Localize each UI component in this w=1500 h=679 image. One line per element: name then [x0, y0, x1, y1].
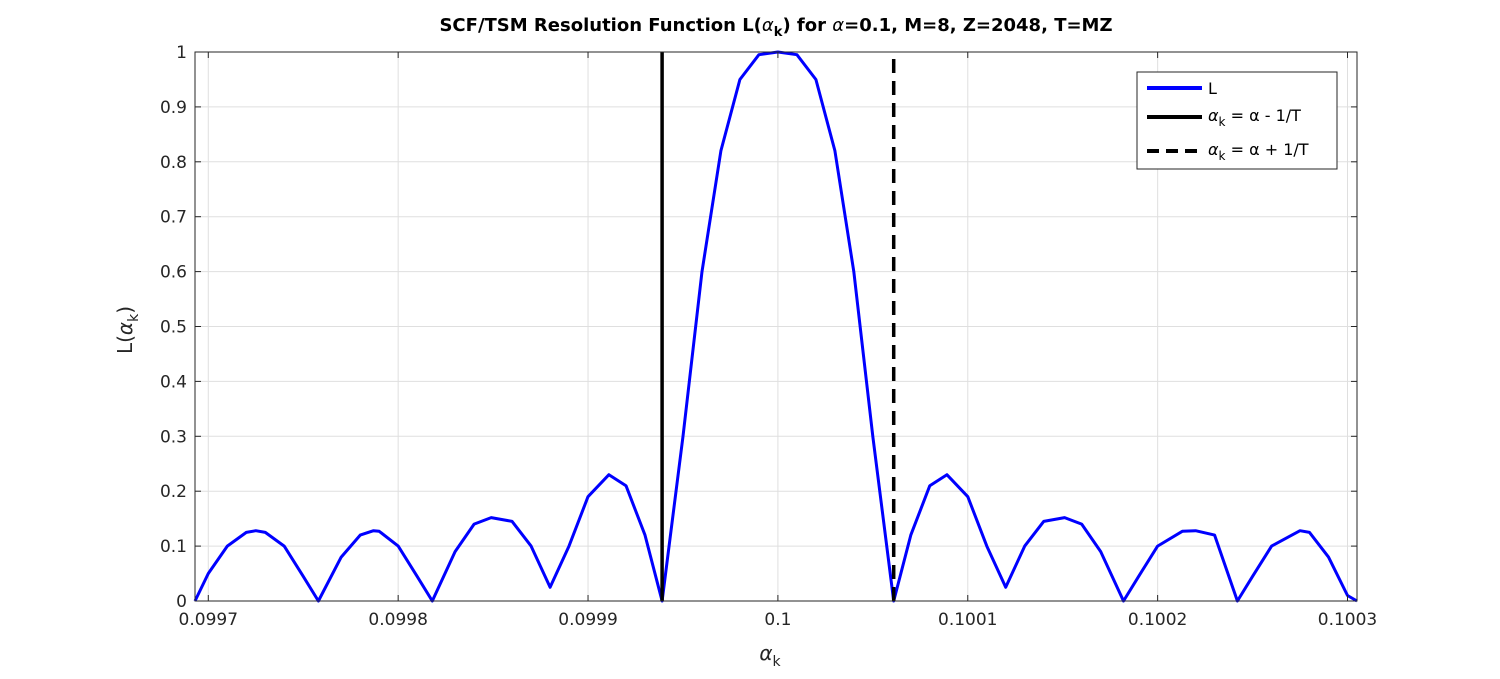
- x-tick-label: 0.1002: [1128, 610, 1187, 630]
- y-tick-label: 0: [176, 592, 187, 612]
- x-tick-label: 0.0998: [368, 610, 427, 630]
- x-tick-label: 0.0997: [179, 610, 238, 630]
- chart-title: SCF/TSM Resolution Function L(αk) for α=…: [439, 15, 1112, 40]
- y-tick-label: 1: [176, 43, 187, 63]
- y-tick-label: 0.9: [160, 98, 187, 118]
- ticks: 0.0997 0.0998 0.0999 0.1 0.1001 0.1002 0.1003 0…: [160, 43, 1377, 630]
- y-tick-label: 0.3: [160, 427, 187, 447]
- series-layer: [193, 50, 1358, 603]
- x-tick-label: 0.0999: [558, 610, 617, 630]
- y-tick-label: 0.8: [160, 153, 187, 173]
- x-tick-label: 0.1: [764, 610, 791, 630]
- legend-label-alpha-plus: αk = α + 1/T: [1208, 140, 1309, 163]
- y-tick-label: 0.5: [160, 318, 187, 338]
- legend-label-l: L: [1208, 79, 1217, 98]
- y-tick-label: 0.6: [160, 263, 187, 283]
- y-axis-label: L(αk): [113, 306, 142, 354]
- x-axis-label: αk: [759, 641, 781, 670]
- y-tick-label: 0.4: [160, 372, 187, 392]
- y-tick-label: 0.2: [160, 482, 187, 502]
- y-tick-label: 0.7: [160, 208, 187, 228]
- y-tick-label: 0.1: [160, 537, 187, 557]
- x-tick-label: 0.1001: [938, 610, 997, 630]
- legend: L αk = α - 1/T αk = α + 1/T: [1136, 71, 1338, 170]
- series-l-curve: [193, 50, 1358, 603]
- legend-label-alpha-minus: αk = α - 1/T: [1208, 106, 1301, 129]
- x-tick-label: 0.1003: [1318, 610, 1377, 630]
